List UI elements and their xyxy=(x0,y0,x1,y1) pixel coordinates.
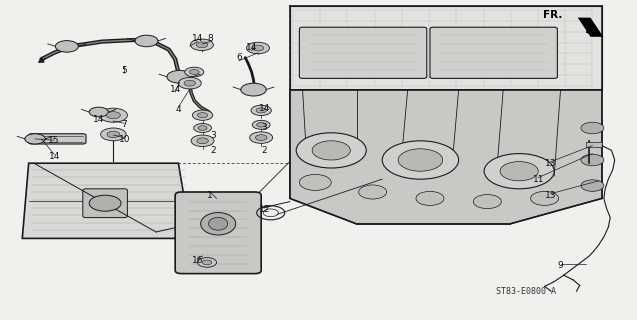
Text: 6: 6 xyxy=(236,53,242,62)
Text: 4: 4 xyxy=(176,105,181,114)
Text: 7: 7 xyxy=(121,120,127,129)
Text: 3: 3 xyxy=(210,132,217,140)
Circle shape xyxy=(398,149,443,171)
FancyBboxPatch shape xyxy=(29,134,86,144)
Circle shape xyxy=(107,131,120,138)
Circle shape xyxy=(178,77,201,89)
Circle shape xyxy=(189,69,199,74)
Text: 2: 2 xyxy=(211,146,216,155)
Text: 13: 13 xyxy=(545,191,557,200)
Text: 2: 2 xyxy=(262,146,267,155)
Circle shape xyxy=(185,67,204,77)
Circle shape xyxy=(99,108,127,122)
Circle shape xyxy=(581,122,604,134)
Ellipse shape xyxy=(208,217,228,230)
Text: 14: 14 xyxy=(93,116,104,124)
Text: 14: 14 xyxy=(246,44,257,52)
Text: 10: 10 xyxy=(118,135,130,144)
Circle shape xyxy=(473,195,501,209)
Circle shape xyxy=(194,124,211,132)
Circle shape xyxy=(312,141,350,160)
Circle shape xyxy=(190,39,213,51)
Circle shape xyxy=(359,185,387,199)
Circle shape xyxy=(192,110,213,120)
Circle shape xyxy=(296,133,366,168)
Text: FR.: FR. xyxy=(543,10,562,20)
Circle shape xyxy=(203,260,211,265)
Text: 14: 14 xyxy=(48,152,60,161)
Circle shape xyxy=(299,174,331,190)
Text: 14: 14 xyxy=(192,34,203,43)
Circle shape xyxy=(101,128,126,141)
Circle shape xyxy=(197,258,217,267)
Circle shape xyxy=(196,42,208,48)
FancyBboxPatch shape xyxy=(299,27,427,78)
Circle shape xyxy=(257,123,266,127)
Polygon shape xyxy=(290,90,602,224)
Text: 15: 15 xyxy=(48,136,60,145)
Text: 16: 16 xyxy=(192,256,203,265)
Text: 5: 5 xyxy=(121,66,127,75)
Text: 8: 8 xyxy=(207,34,213,43)
Circle shape xyxy=(581,180,604,191)
Circle shape xyxy=(198,126,207,130)
Text: 14: 14 xyxy=(259,104,270,113)
Circle shape xyxy=(106,112,120,119)
Text: 9: 9 xyxy=(557,261,564,270)
Circle shape xyxy=(55,41,78,52)
Text: 3: 3 xyxy=(261,124,268,132)
Circle shape xyxy=(256,108,266,113)
Circle shape xyxy=(251,105,271,116)
Circle shape xyxy=(191,135,214,147)
Text: ST83-E0800 A: ST83-E0800 A xyxy=(496,287,555,296)
Circle shape xyxy=(382,141,459,179)
FancyBboxPatch shape xyxy=(175,192,261,274)
Polygon shape xyxy=(22,163,191,238)
Text: 12: 12 xyxy=(259,205,270,214)
Circle shape xyxy=(135,35,158,47)
Circle shape xyxy=(167,70,192,83)
Ellipse shape xyxy=(201,212,236,235)
Circle shape xyxy=(416,191,444,205)
Text: 11: 11 xyxy=(533,175,544,184)
Polygon shape xyxy=(578,18,603,37)
Circle shape xyxy=(484,154,554,189)
FancyBboxPatch shape xyxy=(83,189,127,218)
Text: 1: 1 xyxy=(207,191,213,200)
Circle shape xyxy=(500,162,538,181)
Circle shape xyxy=(184,80,196,86)
Circle shape xyxy=(197,113,208,118)
Polygon shape xyxy=(290,6,602,90)
Circle shape xyxy=(531,191,559,205)
Circle shape xyxy=(250,132,273,143)
Circle shape xyxy=(25,134,45,144)
Circle shape xyxy=(255,135,267,140)
Polygon shape xyxy=(586,142,602,147)
Circle shape xyxy=(89,195,121,211)
Circle shape xyxy=(581,154,604,166)
Circle shape xyxy=(241,83,266,96)
Text: 13: 13 xyxy=(545,159,557,168)
Circle shape xyxy=(247,42,269,54)
Circle shape xyxy=(197,138,208,144)
Circle shape xyxy=(252,45,264,51)
Circle shape xyxy=(89,107,108,117)
Circle shape xyxy=(252,120,270,129)
Text: 14: 14 xyxy=(169,85,181,94)
FancyBboxPatch shape xyxy=(430,27,557,78)
